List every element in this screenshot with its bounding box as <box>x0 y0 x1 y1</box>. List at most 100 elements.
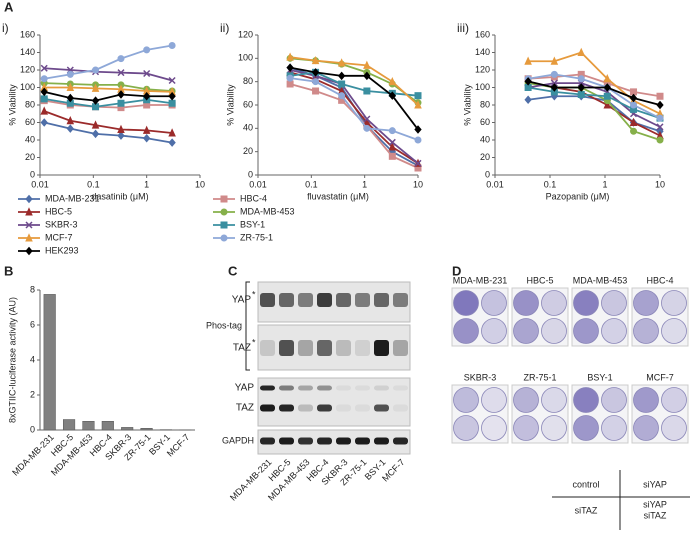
y-axis-label: % Viability <box>225 84 235 126</box>
marker <box>117 90 125 99</box>
well <box>661 415 687 441</box>
marker <box>603 92 611 100</box>
blot-label: GAPDH <box>222 435 254 445</box>
x-axis-label: dasatinib (μM) <box>91 191 148 201</box>
blot-band <box>355 404 370 412</box>
y-tick-label: 100 <box>238 53 253 63</box>
cell-line-label: MDA-MB-453 <box>573 275 628 285</box>
well <box>541 290 567 316</box>
y-tick-label: 0 <box>485 169 490 179</box>
well <box>481 290 507 316</box>
blot-band <box>298 293 313 307</box>
marker <box>363 87 371 95</box>
blot-band <box>260 437 275 445</box>
legend-label: HBC-4 <box>240 193 267 203</box>
marker <box>603 100 612 109</box>
y-tick-label: 120 <box>20 64 35 74</box>
series-line <box>289 71 419 97</box>
well <box>453 318 479 344</box>
x-tick-label: 0.01 <box>249 179 267 189</box>
marker <box>363 60 371 69</box>
y-tick-label: 8 <box>30 284 35 294</box>
panel-label: D <box>452 263 461 278</box>
legend-label: MCF-7 <box>45 232 73 242</box>
y-tick-label: 20 <box>25 152 35 162</box>
y-axis-label: % Viability <box>462 84 472 126</box>
panel-label: B <box>4 263 13 278</box>
y-axis-label: 8xGTIIC-luciferase activity (AU) <box>7 297 17 423</box>
blot-band <box>260 404 275 412</box>
plate <box>451 384 509 444</box>
well <box>453 387 479 413</box>
marker <box>143 69 151 78</box>
well <box>541 318 567 344</box>
well <box>453 290 479 316</box>
well <box>513 415 539 441</box>
marker <box>220 208 228 216</box>
key-label: siTAZ <box>644 510 667 520</box>
bar <box>101 421 114 431</box>
marker <box>286 74 294 82</box>
marker <box>168 99 176 107</box>
marker <box>312 87 320 95</box>
x-tick-label: 0.01 <box>31 179 49 189</box>
marker <box>66 70 74 78</box>
marker <box>629 117 638 126</box>
y-tick-label: 60 <box>480 117 490 127</box>
marker <box>168 128 176 137</box>
marker <box>577 47 586 56</box>
chart-label: iii) <box>457 21 469 35</box>
legend-label: MDA-MB-453 <box>240 206 295 216</box>
blot-band <box>355 340 370 356</box>
marker <box>338 80 346 88</box>
blot-band <box>393 385 408 391</box>
y-tick-label: 80 <box>25 99 35 109</box>
x-tick-label: 10 <box>195 179 205 189</box>
marker <box>630 101 638 109</box>
y-tick-label: 40 <box>243 123 253 133</box>
panel-label: C <box>228 263 238 278</box>
marker <box>338 92 346 100</box>
marker <box>40 64 48 72</box>
marker <box>388 127 396 135</box>
y-tick-label: 80 <box>480 99 490 109</box>
marker <box>92 66 100 74</box>
y-tick-label: 40 <box>25 134 35 144</box>
marker <box>414 100 422 109</box>
marker <box>603 83 611 92</box>
well <box>453 415 479 441</box>
y-tick-label: 20 <box>480 152 490 162</box>
blot-band <box>279 293 294 307</box>
marker <box>311 55 320 65</box>
well <box>481 318 507 344</box>
y-tick-label: 60 <box>25 117 35 127</box>
well <box>601 387 627 413</box>
well <box>661 318 687 344</box>
marker <box>630 127 638 135</box>
marker <box>363 71 371 81</box>
blot-asterisk: * <box>252 337 256 347</box>
blot-band <box>317 385 332 391</box>
marker <box>142 125 151 134</box>
marker <box>337 71 346 81</box>
marker <box>550 79 558 87</box>
well <box>633 387 659 413</box>
marker <box>40 87 48 97</box>
marker <box>117 69 125 77</box>
y-tick-label: 0 <box>30 169 35 179</box>
marker <box>25 246 33 256</box>
well <box>541 415 567 441</box>
marker <box>577 91 585 98</box>
x-tick-label: 0.1 <box>544 179 557 189</box>
blot-band <box>374 293 389 307</box>
marker <box>550 56 559 65</box>
cell-line-label: HBC-4 <box>646 275 673 285</box>
legend-label: HEK293 <box>45 245 79 255</box>
marker <box>117 55 125 63</box>
marker <box>388 142 397 151</box>
well <box>661 290 687 316</box>
x-tick-label: 0.1 <box>87 179 100 189</box>
blot-band <box>336 437 351 445</box>
blot-label: YAP <box>232 295 252 306</box>
marker <box>414 92 422 100</box>
